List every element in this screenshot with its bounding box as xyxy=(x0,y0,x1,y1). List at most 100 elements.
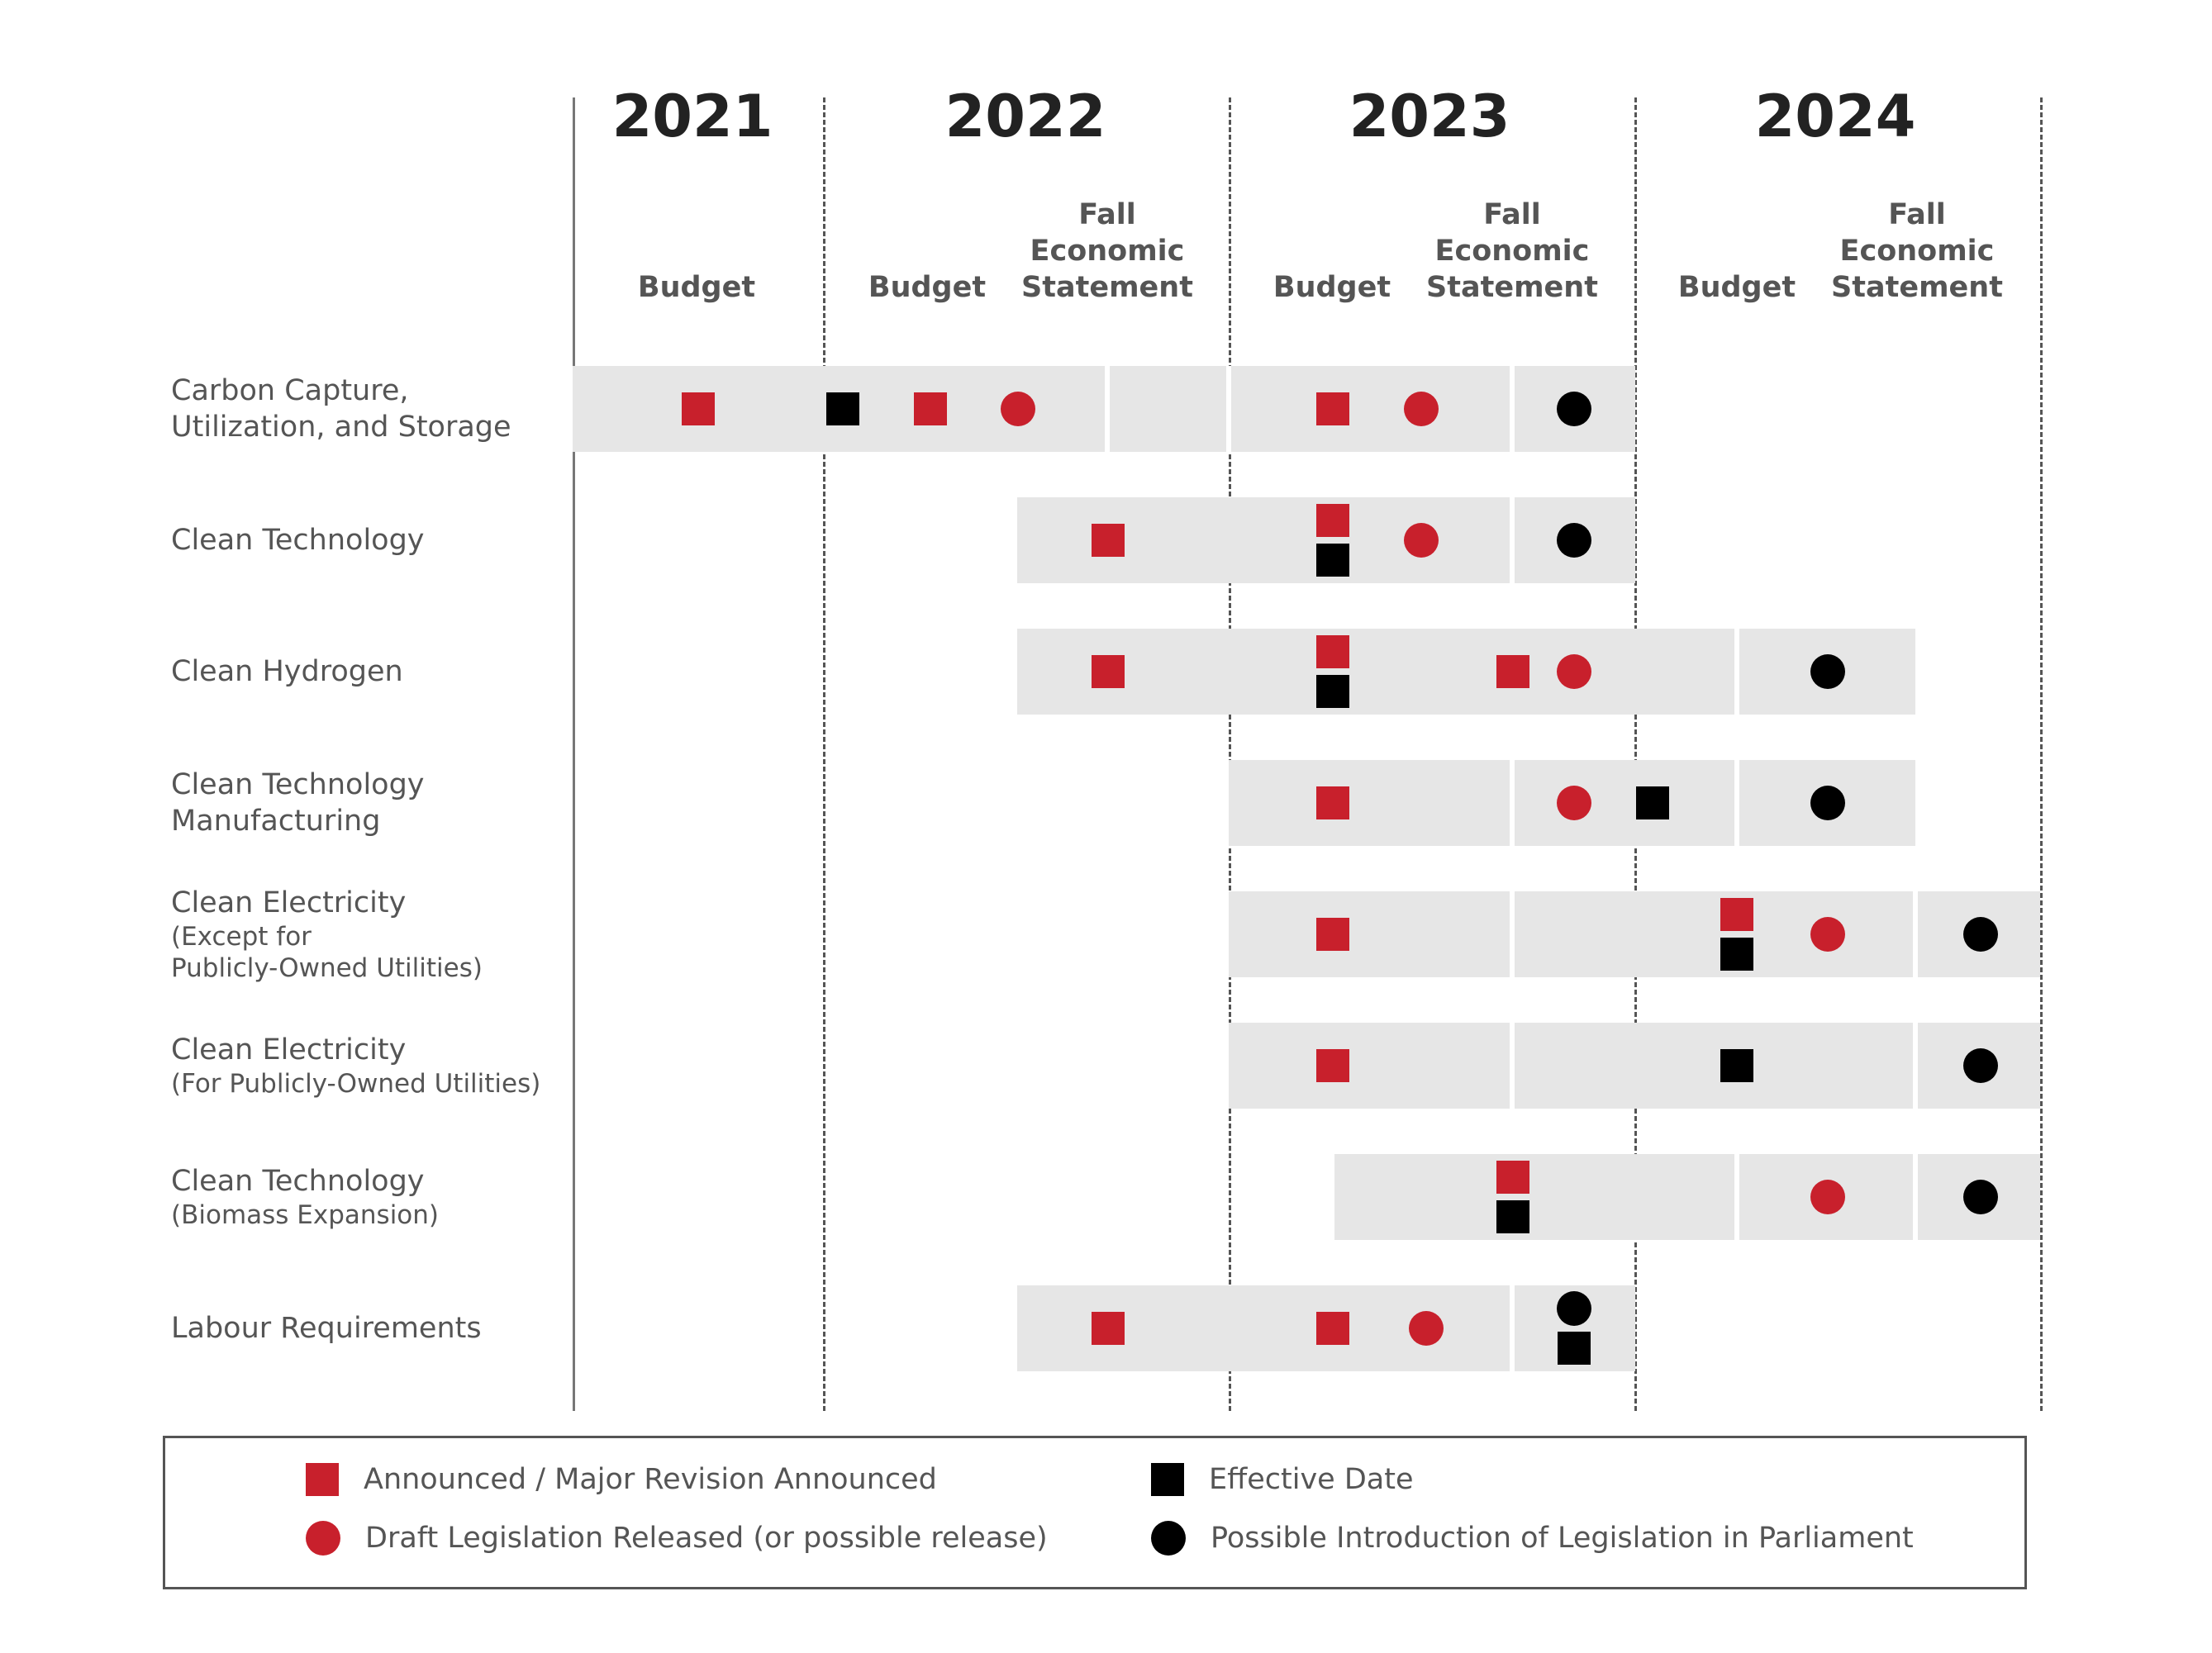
timeline-axis-line xyxy=(573,97,575,1411)
row-label-main: Clean Electricity xyxy=(171,886,407,919)
year-divider-line xyxy=(1229,97,1231,1411)
black-square-marker xyxy=(1720,1049,1753,1082)
black-circle-marker xyxy=(1963,1048,1998,1083)
row-label-main: Clean Technology Manufacturing xyxy=(171,768,425,838)
black-circle-marker xyxy=(1557,392,1591,426)
band-separator xyxy=(1510,497,1515,583)
black-circle-marker xyxy=(1810,786,1845,820)
year-header: 2021 xyxy=(611,83,773,150)
row-label-main: Clean Electricity xyxy=(171,1033,407,1066)
row-band xyxy=(573,366,1635,452)
black-square-marker xyxy=(826,392,859,425)
band-separator xyxy=(1913,1154,1918,1240)
black-circle-marker xyxy=(1963,1180,1998,1214)
milestone-header: Budget xyxy=(1272,271,1391,304)
legend-label: Effective Date xyxy=(1209,1463,1414,1496)
legend-item-announced: Announced / Major Revision Announced xyxy=(306,1463,937,1496)
row-label-main: Clean Technology xyxy=(171,524,425,557)
red-square-marker xyxy=(1316,1312,1349,1345)
legend-item-draft-legislation: Draft Legislation Released (or possible … xyxy=(306,1521,1048,1556)
year-divider-line xyxy=(1634,97,1637,1411)
legend-label: Draft Legislation Released (or possible … xyxy=(365,1522,1048,1555)
black-circle-icon xyxy=(1151,1521,1186,1556)
row-label: Clean Electricity (Except for Publicly-Ow… xyxy=(171,875,559,994)
year-header: 2022 xyxy=(944,83,1106,150)
band-separator xyxy=(1510,1285,1515,1371)
legend: Announced / Major Revision Announced Eff… xyxy=(163,1436,2027,1589)
red-circle-marker xyxy=(1557,786,1591,820)
legend-item-possible-introduction: Possible Introduction of Legislation in … xyxy=(1151,1521,1914,1556)
red-square-marker xyxy=(1316,635,1349,668)
red-square-marker xyxy=(1316,504,1349,537)
red-circle-marker xyxy=(1810,1180,1845,1214)
band-separator xyxy=(1734,629,1739,715)
row-label-sub: (Biomass Expansion) xyxy=(171,1200,440,1230)
band-separator xyxy=(1510,366,1515,452)
red-circle-marker xyxy=(1810,917,1845,952)
black-square-marker xyxy=(1496,1200,1529,1233)
red-circle-marker xyxy=(1557,654,1591,689)
red-square-marker xyxy=(1092,524,1125,557)
black-square-marker xyxy=(1558,1332,1591,1365)
black-square-icon xyxy=(1151,1463,1184,1496)
year-divider-line xyxy=(823,97,825,1411)
row-band xyxy=(1017,629,1915,715)
milestone-header: Fall Economic Statement xyxy=(1021,198,1193,304)
band-separator xyxy=(1226,366,1231,452)
black-square-marker xyxy=(1636,786,1669,819)
legend-label: Possible Introduction of Legislation in … xyxy=(1211,1522,1914,1555)
red-square-marker xyxy=(1316,1049,1349,1082)
black-circle-marker xyxy=(1557,1291,1591,1326)
band-separator xyxy=(1510,1023,1515,1109)
year-divider-line xyxy=(2040,97,2043,1411)
band-separator xyxy=(1913,891,1918,977)
red-circle-marker xyxy=(1404,523,1439,558)
row-label: Clean Electricity (For Publicly-Owned Uti… xyxy=(171,1006,559,1125)
red-circle-marker xyxy=(1001,392,1035,426)
row-label-main: Labour Requirements xyxy=(171,1312,482,1345)
band-separator xyxy=(1510,760,1515,846)
milestone-header: Budget xyxy=(868,271,987,304)
milestone-header: Fall Economic Statement xyxy=(1426,198,1598,304)
black-square-marker xyxy=(1316,675,1349,708)
row-label-main: Carbon Capture, Utilization, and Storage xyxy=(171,374,511,444)
milestone-header: Budget xyxy=(637,271,756,304)
row-label-main: Clean Technology xyxy=(171,1165,425,1198)
red-square-icon xyxy=(306,1463,339,1496)
year-header: 2023 xyxy=(1349,83,1510,150)
row-band xyxy=(1229,1023,2040,1109)
black-square-marker xyxy=(1720,938,1753,971)
milestone-header: Fall Economic Statement xyxy=(1831,198,2003,304)
red-square-marker xyxy=(1092,655,1125,688)
row-band xyxy=(1334,1154,2040,1240)
black-circle-marker xyxy=(1810,654,1845,689)
row-label: Clean Technology xyxy=(171,481,559,600)
row-label-main: Clean Hydrogen xyxy=(171,655,403,688)
black-square-marker xyxy=(1316,544,1349,577)
band-separator xyxy=(1734,760,1739,846)
legend-item-effective-date: Effective Date xyxy=(1151,1463,1413,1496)
black-circle-marker xyxy=(1963,917,1998,952)
red-square-marker xyxy=(1316,392,1349,425)
row-label: Clean Technology Manufacturing xyxy=(171,743,559,862)
band-separator xyxy=(1913,1023,1918,1109)
red-square-marker xyxy=(1316,918,1349,951)
black-circle-marker xyxy=(1557,523,1591,558)
red-circle-icon xyxy=(306,1521,340,1556)
milestone-header: Budget xyxy=(1677,271,1796,304)
red-circle-marker xyxy=(1404,392,1439,426)
red-square-marker xyxy=(682,392,715,425)
row-band xyxy=(1229,891,2040,977)
red-square-marker xyxy=(914,392,947,425)
row-label: Labour Requirements xyxy=(171,1269,559,1388)
red-circle-marker xyxy=(1409,1311,1444,1346)
row-label: Clean Technology (Biomass Expansion) xyxy=(171,1138,559,1256)
red-square-marker xyxy=(1720,898,1753,931)
red-square-marker xyxy=(1316,786,1349,819)
legend-label: Announced / Major Revision Announced xyxy=(364,1463,937,1496)
row-label-sub: (Except for Publicly-Owned Utilities) xyxy=(171,922,483,983)
band-separator xyxy=(1105,366,1110,452)
row-label: Clean Hydrogen xyxy=(171,612,559,731)
red-square-marker xyxy=(1496,655,1529,688)
